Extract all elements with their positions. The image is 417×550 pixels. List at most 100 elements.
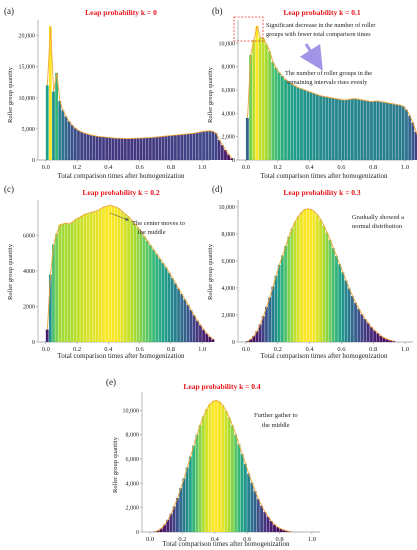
histogram-bar <box>98 136 102 160</box>
histogram-bar <box>276 527 280 532</box>
panel-b: (b) Leap probability k = 0.1 Roller grou… <box>207 6 417 180</box>
histogram-bar <box>373 330 377 342</box>
histogram-bar <box>189 310 193 342</box>
histogram-bar <box>105 137 109 160</box>
panel-d-annotation-1: Gradually showed a <box>352 214 404 221</box>
histogram-bar <box>139 231 143 342</box>
histogram-bar <box>287 81 291 160</box>
histogram-bar <box>245 341 249 342</box>
histogram-bar <box>80 215 83 342</box>
histogram-bar <box>161 263 165 342</box>
histogram-bar <box>202 329 205 342</box>
histogram-bar <box>411 122 415 160</box>
histogram-bar <box>86 213 90 342</box>
distribution-outline <box>247 208 395 342</box>
panel-d-annotation-2: normal distribution <box>352 223 403 230</box>
x-tick-label: 0.8 <box>167 164 175 171</box>
y-tick-label: 6000 <box>23 234 35 240</box>
histogram-bar <box>58 100 62 160</box>
y-tick-label: 2,000 <box>126 506 140 512</box>
histogram-bar <box>243 463 247 532</box>
x-tick-label: 0.6 <box>243 536 252 543</box>
histogram-bar <box>255 331 259 342</box>
histogram-bar <box>108 205 112 342</box>
x-tick-label: 0.8 <box>275 536 283 543</box>
histogram-bar <box>127 216 130 342</box>
panel-b-plot: 0 2,000 4,000 6,000 8,000 10,000 0.0 0.2 0.4 0.6 0… <box>219 20 417 171</box>
histogram-bar <box>89 212 93 342</box>
y-tick-label: 6,000 <box>126 457 140 463</box>
x-tick-label: 0.0 <box>42 164 50 171</box>
panel-c-label: (c) <box>4 184 14 194</box>
histogram-bar <box>338 99 342 160</box>
panel-a-title: Leap probability k = 0 <box>85 8 157 17</box>
distribution-outline <box>154 400 291 533</box>
x-tick-label: 0.8 <box>167 346 175 353</box>
histogram-bar <box>73 128 77 160</box>
histogram-bar <box>247 473 251 532</box>
histogram-bar <box>98 208 102 343</box>
histogram-bar <box>366 101 370 160</box>
histogram-bar <box>108 137 112 160</box>
histogram-bar <box>114 138 118 160</box>
histogram-bar <box>274 275 278 342</box>
histogram-bar <box>163 524 166 532</box>
histogram-bar <box>175 497 179 532</box>
histogram-bar <box>366 323 370 342</box>
histogram-bar <box>319 219 322 342</box>
histogram-bar <box>86 134 90 160</box>
histogram-bar <box>201 416 205 532</box>
histogram-bar <box>237 444 241 532</box>
histogram-bar <box>341 272 345 342</box>
panel-e-x-label: Total comparison times after homogenizat… <box>162 540 290 548</box>
histogram-bar <box>120 211 124 342</box>
histogram-bar <box>245 118 249 160</box>
y-tick-label: 4,000 <box>126 481 140 487</box>
histogram-bar <box>347 288 351 342</box>
x-tick-label: 0.2 <box>274 164 282 171</box>
histogram-bar <box>133 138 137 160</box>
histogram-bar <box>155 254 159 342</box>
histogram-bar <box>188 456 192 532</box>
histogram-bar <box>214 133 218 160</box>
y-tick-label: 0 <box>232 340 235 346</box>
histogram-bar <box>189 133 193 160</box>
x-tick-label: 0.2 <box>73 164 81 171</box>
histogram-bar <box>105 206 109 342</box>
histogram-bar <box>382 337 386 342</box>
x-tick-label: 0.0 <box>242 346 250 353</box>
histogram-bar <box>258 324 262 342</box>
y-tick-label: 0 <box>32 340 35 346</box>
histogram-bar <box>152 137 155 160</box>
histogram-bar <box>156 530 160 532</box>
histogram-bar <box>331 248 335 342</box>
histogram-bar <box>202 131 205 160</box>
distribution-outline <box>46 204 214 340</box>
histogram-bar <box>185 467 189 532</box>
histogram-bar <box>279 528 283 532</box>
y-tick-label: 10,000 <box>19 96 36 102</box>
x-tick-label: 0.6 <box>337 164 346 171</box>
histogram-bar <box>192 133 196 160</box>
histogram-bar <box>111 137 115 160</box>
histogram-bar <box>195 434 199 532</box>
histogram-bar <box>67 121 71 160</box>
histogram-bar <box>149 137 152 160</box>
histogram-bar <box>177 288 180 342</box>
histogram-bar <box>376 101 380 160</box>
y-tick-label: 20,000 <box>19 34 36 40</box>
histogram-bar <box>395 104 399 160</box>
histogram-bar <box>124 138 127 160</box>
panel-c-y-label: Roller group quantity <box>7 243 14 300</box>
histogram-bar <box>64 223 68 342</box>
histogram-bar <box>198 424 202 532</box>
y-tick-label: 10,000 <box>219 41 236 47</box>
histogram-bar <box>211 339 215 342</box>
histogram-bar <box>258 37 262 160</box>
y-tick-label: 5,000 <box>22 127 36 133</box>
histogram-bar <box>205 131 209 160</box>
panel-e: (e) Leap probability k = 0.4 Roller grou… <box>106 377 320 548</box>
histogram-bar <box>77 130 80 160</box>
histogram-bar <box>177 134 180 160</box>
histogram-bar <box>117 208 121 343</box>
